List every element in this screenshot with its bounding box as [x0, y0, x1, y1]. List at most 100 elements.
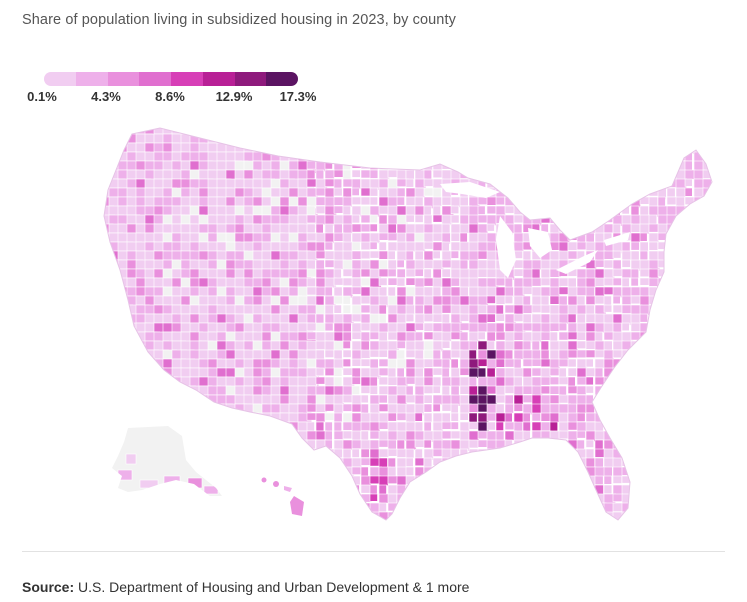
us-county[interactable]	[486, 241, 497, 252]
us-county[interactable]	[693, 493, 704, 505]
us-county[interactable]	[648, 448, 661, 461]
us-county[interactable]	[234, 133, 256, 150]
us-county[interactable]	[594, 232, 605, 244]
us-county[interactable]	[360, 511, 370, 522]
us-county[interactable]	[711, 178, 720, 191]
us-county[interactable]	[513, 475, 525, 487]
us-county[interactable]	[324, 493, 337, 504]
us-county[interactable]	[639, 403, 648, 413]
us-county[interactable]	[100, 340, 121, 357]
us-county[interactable]	[378, 277, 388, 286]
us-county[interactable]	[711, 187, 720, 197]
us-county[interactable]	[333, 151, 346, 162]
us-county[interactable]	[513, 466, 524, 479]
us-county[interactable]	[207, 502, 225, 516]
us-county[interactable]	[234, 475, 257, 489]
us-county[interactable]	[396, 322, 408, 334]
us-county[interactable]	[342, 358, 351, 367]
us-county[interactable]	[190, 521, 206, 538]
us-county[interactable]	[198, 493, 221, 510]
us-county[interactable]	[396, 313, 407, 324]
us-county[interactable]	[369, 394, 380, 406]
us-county[interactable]	[370, 521, 380, 529]
us-county[interactable]	[540, 331, 552, 341]
us-county[interactable]	[630, 187, 642, 197]
us-county[interactable]	[513, 196, 522, 206]
us-county[interactable]	[522, 169, 531, 181]
us-county[interactable]	[693, 358, 702, 369]
us-county[interactable]	[100, 448, 116, 462]
us-county[interactable]	[558, 295, 568, 307]
us-county[interactable]	[684, 277, 696, 286]
us-county[interactable]	[306, 484, 316, 496]
us-county[interactable]	[648, 322, 660, 331]
us-county[interactable]	[666, 259, 676, 268]
us-county[interactable]	[100, 358, 122, 379]
us-county[interactable]	[711, 511, 722, 520]
us-county[interactable]	[504, 466, 516, 478]
us-county[interactable]	[603, 412, 613, 423]
us-county[interactable]	[441, 268, 451, 278]
us-county[interactable]	[459, 160, 468, 172]
us-county[interactable]	[675, 313, 687, 326]
us-county[interactable]	[288, 457, 306, 475]
us-county[interactable]	[369, 169, 379, 179]
us-county[interactable]	[675, 394, 687, 407]
us-county[interactable]	[684, 394, 693, 404]
us-county[interactable]	[450, 403, 459, 414]
us-county[interactable]	[100, 493, 116, 510]
us-county[interactable]	[243, 511, 261, 524]
us-county[interactable]	[261, 484, 276, 504]
us-county[interactable]	[558, 313, 569, 325]
us-county[interactable]	[468, 160, 479, 173]
us-county[interactable]	[441, 421, 453, 430]
us-county[interactable]	[297, 133, 312, 150]
us-county[interactable]	[693, 178, 704, 190]
us-county[interactable]	[675, 142, 687, 154]
us-county[interactable]	[576, 484, 588, 493]
us-county[interactable]	[351, 394, 362, 405]
us-county[interactable]	[504, 205, 515, 214]
us-county[interactable]	[702, 214, 714, 223]
us-county[interactable]	[270, 511, 289, 525]
us-county[interactable]	[450, 214, 460, 224]
us-county[interactable]	[558, 367, 567, 378]
us-county[interactable]	[333, 295, 343, 305]
us-county[interactable]	[693, 475, 706, 487]
us-county[interactable]	[405, 367, 417, 378]
us-county[interactable]	[306, 142, 318, 155]
us-county[interactable]	[387, 268, 397, 277]
us-county[interactable]	[648, 376, 661, 389]
us-county[interactable]	[324, 466, 337, 476]
us-county[interactable]	[270, 430, 289, 450]
hawaii-counties[interactable]	[261, 477, 305, 517]
us-county[interactable]	[684, 214, 693, 227]
us-county[interactable]	[540, 313, 551, 325]
us-county[interactable]	[576, 205, 588, 216]
us-county[interactable]	[189, 502, 209, 519]
us-county[interactable]	[684, 340, 693, 351]
us-county[interactable]	[567, 493, 576, 505]
us-county[interactable]	[522, 142, 534, 152]
us-county[interactable]	[360, 448, 370, 458]
us-county[interactable]	[585, 376, 594, 386]
us-county[interactable]	[514, 521, 524, 532]
us-county[interactable]	[126, 376, 146, 393]
us-county[interactable]	[477, 205, 486, 215]
us-county[interactable]	[630, 277, 639, 287]
us-county[interactable]	[549, 133, 561, 143]
us-county[interactable]	[486, 125, 495, 137]
us-county[interactable]	[262, 521, 282, 533]
us-county[interactable]	[513, 385, 524, 396]
us-county[interactable]	[630, 502, 643, 513]
us-county[interactable]	[684, 376, 694, 386]
us-county[interactable]	[477, 484, 490, 495]
us-county[interactable]	[540, 511, 551, 523]
alaska-borough[interactable]	[203, 485, 219, 495]
us-county[interactable]	[513, 367, 524, 378]
us-county[interactable]	[702, 403, 712, 413]
us-county[interactable]	[648, 493, 659, 506]
us-county[interactable]	[324, 187, 335, 198]
us-county[interactable]	[162, 376, 178, 394]
us-county[interactable]	[100, 125, 121, 139]
